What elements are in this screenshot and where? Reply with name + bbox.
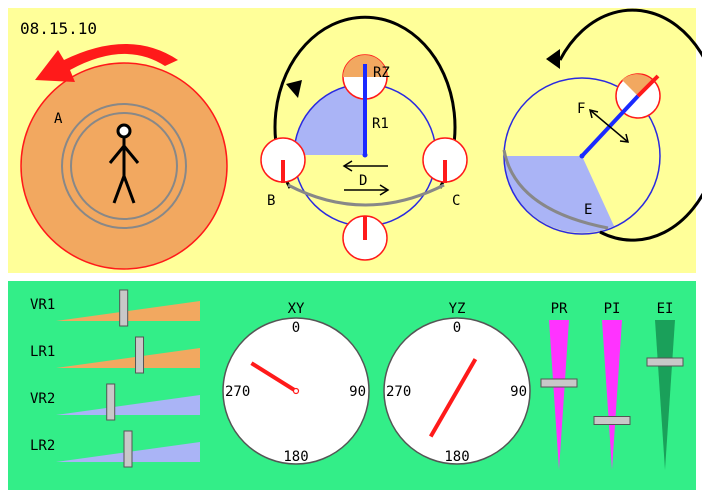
dial-yz: YZ 0 90 180 270: [383, 301, 531, 465]
vslider-pr[interactable]: PR: [540, 301, 578, 470]
vslider-pi[interactable]: PI: [593, 301, 631, 470]
vslider-thumb[interactable]: [593, 416, 631, 425]
slider-thumb[interactable]: [135, 336, 145, 374]
dial-title: YZ: [449, 301, 466, 317]
slider-vr2[interactable]: VR2: [30, 383, 200, 421]
slider-label: VR1: [30, 297, 55, 313]
dial-label-bottom: 180: [283, 449, 308, 465]
slider-vr1[interactable]: VR1: [30, 289, 200, 327]
slider-lr2[interactable]: LR2: [30, 430, 200, 468]
label-c: C: [452, 193, 460, 209]
slider-thumb[interactable]: [119, 289, 129, 327]
slider-track[interactable]: [56, 348, 200, 368]
vslider-label: PR: [551, 301, 568, 317]
slider-lr1[interactable]: LR1: [30, 336, 200, 374]
vertical-sliders: PR PI EI: [540, 301, 684, 470]
stick-figure-icon: [108, 123, 140, 204]
dials: XY 0 90 180 270 YZ 0 90 180 270: [222, 301, 531, 465]
label-b: B: [267, 193, 275, 209]
label-e: E: [584, 202, 592, 218]
slider-label: LR1: [30, 344, 55, 360]
person-view-diagram: A: [20, 44, 228, 270]
side-view-diagram: RZ R1 B C D: [260, 15, 468, 261]
slider-track[interactable]: [56, 395, 200, 415]
slider-thumb[interactable]: [123, 430, 133, 468]
label-r1: R1: [372, 116, 389, 132]
dial-label-right: 90: [349, 384, 366, 400]
dial-xy: XY 0 90 180 270: [222, 301, 370, 465]
label-a: A: [54, 111, 63, 127]
dial-needle[interactable]: [428, 358, 478, 438]
motion-arrows-icon: [342, 160, 390, 196]
slider-thumb[interactable]: [106, 383, 116, 421]
dial-label-top: 0: [292, 320, 300, 336]
dial-pivot: [292, 387, 300, 395]
dial-needle[interactable]: [250, 361, 298, 393]
vslider-track[interactable]: [549, 320, 569, 470]
dial-label-top: 0: [453, 320, 461, 336]
vslider-ei[interactable]: EI: [646, 301, 684, 470]
rotation-arrow-icon: [286, 80, 302, 98]
dial-label-bottom: 180: [444, 449, 469, 465]
vslider-label: PI: [604, 301, 621, 317]
vslider-label: EI: [657, 301, 674, 317]
rotation-view-diagram: F E: [502, 8, 702, 242]
horizontal-sliders: VR1 LR1 VR2 LR2: [30, 289, 200, 468]
dial-label-right: 90: [510, 384, 527, 400]
vslider-track[interactable]: [602, 320, 622, 470]
rotation-arrow-icon: [35, 44, 178, 82]
slider-label: LR2: [30, 438, 55, 454]
direction-arrows-icon: [588, 108, 629, 143]
dial-title: XY: [288, 301, 305, 317]
label-f: F: [577, 101, 585, 117]
rotation-arrow-icon: [546, 49, 560, 69]
slider-label: VR2: [30, 391, 55, 407]
dial-label-left: 270: [225, 384, 250, 400]
date-label: 08.15.10: [20, 19, 97, 38]
label-d: D: [359, 173, 367, 189]
dial-label-left: 270: [386, 384, 411, 400]
label-rz: RZ: [373, 65, 390, 81]
vslider-thumb[interactable]: [646, 357, 684, 367]
vslider-thumb[interactable]: [540, 378, 578, 388]
